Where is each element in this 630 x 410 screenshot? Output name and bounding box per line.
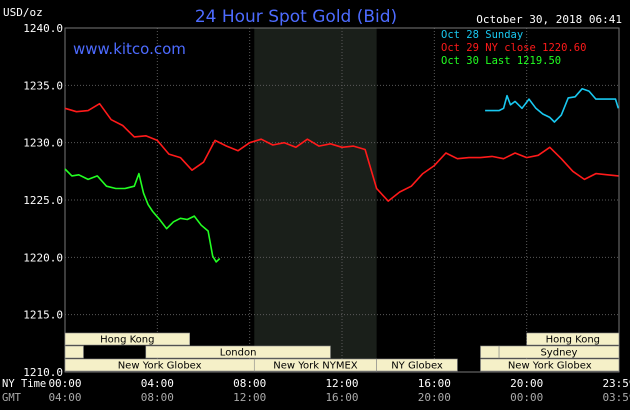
x-tick-label-ny: 20:00 xyxy=(510,377,543,390)
y-tick-label: 1220.0 xyxy=(23,251,63,264)
legend-entry-last: Oct 30 Last 1219.50 xyxy=(441,55,561,67)
market-session-label: London xyxy=(220,348,257,359)
market-session-label: Sydney xyxy=(540,348,577,359)
chart-title: 24 Hour Spot Gold (Bid) xyxy=(195,7,397,27)
x-tick-label-gmt: 08:00 xyxy=(141,391,174,404)
x-tick-label-gmt: 04:00 xyxy=(48,391,81,404)
series-line-ny-close xyxy=(64,102,619,202)
y-tick-label: 1230.0 xyxy=(23,137,63,150)
chart-timestamp: October 30, 2018 06:41 xyxy=(476,13,622,26)
x-tick-label-ny: 04:00 xyxy=(141,377,174,390)
market-session-box xyxy=(64,332,190,346)
market-session-label: NY Globex xyxy=(391,361,443,372)
x-axis-ny-time-label: NY Time xyxy=(2,378,46,390)
market-session-box xyxy=(376,358,458,372)
y-tick-label: 1225.0 xyxy=(23,194,63,207)
x-tick-label-gmt: 00:00 xyxy=(510,391,543,404)
x-tick-label-gmt: 12:00 xyxy=(233,391,266,404)
x-tick-label-ny: 08:00 xyxy=(233,377,266,390)
series-line-sunday xyxy=(485,88,620,123)
market-session-box xyxy=(480,358,620,372)
x-tick-label-gmt: 20:00 xyxy=(418,391,451,404)
legend-entry-ny-close: Oct 29 NY close 1220.60 xyxy=(441,42,586,54)
market-session-label: Hong Kong xyxy=(100,335,154,346)
series-line-last xyxy=(64,168,221,263)
brand-watermark: www.kitco.com xyxy=(73,40,186,58)
x-tick-label-ny: 23:59 xyxy=(602,377,630,390)
plot-frame xyxy=(64,27,620,373)
y-tick-label: 1240.0 xyxy=(23,22,63,35)
market-session-box xyxy=(64,345,84,359)
market-session-label: New York Globex xyxy=(508,361,592,372)
x-tick-label-ny: 16:00 xyxy=(418,377,451,390)
market-session-label: New York Globex xyxy=(118,361,202,372)
market-session-box xyxy=(480,345,500,359)
y-tick-label: 1235.0 xyxy=(23,79,63,92)
market-session-box xyxy=(145,345,331,359)
x-tick-label-gmt: 16:00 xyxy=(325,391,358,404)
y-tick-label: 1215.0 xyxy=(23,309,63,322)
y-tick-label: 1210.0 xyxy=(23,366,63,379)
x-tick-label-ny: 12:00 xyxy=(325,377,358,390)
y-axis-unit-label: USD/oz xyxy=(3,6,43,19)
market-session-label: New York NYMEX xyxy=(273,361,358,372)
market-session-box xyxy=(526,332,620,346)
legend-entry-sunday: Oct 28 Sunday xyxy=(441,29,523,41)
x-tick-label-ny: 00:00 xyxy=(48,377,81,390)
market-session-label: Hong Kong xyxy=(546,335,600,346)
x-tick-label-gmt: 03:59 xyxy=(602,391,630,404)
legend: Oct 28 Sunday Oct 29 NY close 1220.60 Oc… xyxy=(441,29,586,67)
x-axis-gmt-label: GMT xyxy=(2,392,22,404)
